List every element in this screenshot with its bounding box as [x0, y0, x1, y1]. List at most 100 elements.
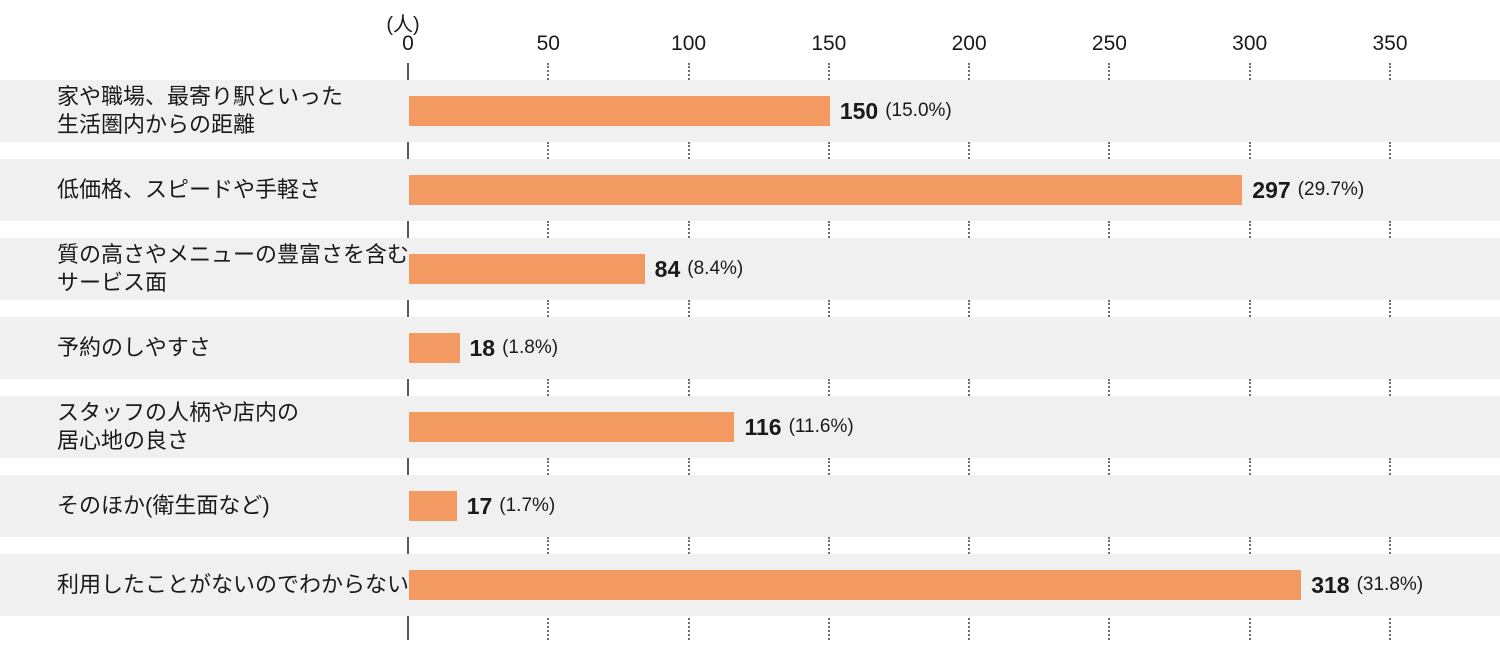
bar: [409, 175, 1243, 205]
grid-tick-segment: [687, 63, 690, 80]
category-label-line: 低価格、スピードや手軽さ: [57, 177, 322, 202]
grid-tick-segment: [968, 618, 971, 640]
grid-tick-segment: [687, 142, 690, 159]
grid-tick-segment: [1248, 537, 1251, 554]
grid-tick-segment: [1248, 300, 1251, 317]
grid-tick-segment: [1248, 221, 1251, 238]
value-label: 318 (31.8%): [1311, 554, 1423, 616]
row-band: [0, 317, 1500, 379]
grid-tick-segment: [1108, 63, 1111, 80]
grid-tick-segment: [1108, 458, 1111, 475]
grid-tick-segment: [827, 458, 830, 475]
x-axis-tick-label: 300: [1232, 32, 1268, 55]
grid-tick-segment: [827, 300, 830, 317]
grid-tick-segment: [1389, 537, 1391, 554]
value-percent: (31.8%): [1356, 574, 1424, 595]
category-label-line: 生活圏内からの距離: [57, 112, 256, 137]
grid-tick-segment: [547, 537, 550, 554]
value-percent: (11.6%): [788, 416, 854, 437]
category-label-line: 利用したことがないのでわからない: [57, 572, 410, 597]
grid-tick-segment: [827, 379, 830, 396]
grid-tick-segment: [1248, 458, 1251, 475]
row-band: [0, 396, 1500, 458]
grid-tick-segment: [1389, 379, 1391, 396]
grid-tick-segment: [687, 618, 690, 640]
grid-tick-segment: [968, 142, 971, 159]
value-percent: (8.4%): [687, 258, 744, 279]
x-axis-tick-label: 50: [536, 32, 560, 55]
grid-tick-segment: [687, 537, 690, 554]
x-axis-tick-label: 100: [671, 32, 707, 55]
bar: [409, 412, 735, 442]
grid-tick-segment: [1389, 63, 1391, 80]
bar: [409, 96, 830, 126]
value-number: 318: [1311, 571, 1350, 598]
grid-tick-segment: [1389, 300, 1391, 317]
category-label-line: そのほか(衛生面など): [57, 493, 270, 518]
value-number: 18: [469, 334, 496, 361]
category-label: 家や職場、最寄り駅といった 生活圏内からの距離: [57, 80, 343, 142]
value-label: 297 (29.7%): [1252, 159, 1364, 221]
grid-tick-segment: [968, 300, 971, 317]
grid-tick-segment: [547, 618, 550, 640]
grid-tick-segment: [1108, 142, 1111, 159]
row-band: [0, 238, 1500, 300]
x-axis-tick-label: 250: [1091, 32, 1127, 55]
x-axis-tick-label: 0: [402, 32, 414, 55]
value-label: 18 (1.8%): [470, 317, 559, 379]
grid-tick-segment: [827, 142, 830, 159]
grid-tick-segment: [1389, 142, 1391, 159]
grid-tick-segment: [1108, 537, 1111, 554]
grid-tick-segment: [1248, 618, 1251, 640]
x-axis-tick-label: 150: [811, 32, 847, 55]
grid-tick-segment: [1108, 221, 1111, 238]
value-label: 17 (1.7%): [467, 475, 556, 537]
value-label: 116 (11.6%): [744, 396, 853, 458]
bar: [409, 254, 645, 284]
value-label: 84 (8.4%): [655, 238, 744, 300]
grid-tick-segment: [1248, 63, 1251, 80]
grid-tick-segment: [687, 379, 690, 396]
value-percent: (1.8%): [502, 337, 559, 358]
category-label-line: 質の高さやメニューの豊富さを含む: [57, 242, 410, 267]
value-label: 150 (15.0%): [840, 80, 952, 142]
grid-tick-segment: [547, 221, 550, 238]
bar: [409, 491, 457, 521]
category-label-line: 家や職場、最寄り駅といった: [57, 84, 344, 109]
grid-tick-segment: [968, 458, 971, 475]
category-label-line: サービス面: [57, 270, 168, 295]
grid-tick-segment: [968, 63, 971, 80]
axis-unit-label: (人): [386, 14, 420, 36]
value-number: 84: [654, 255, 681, 282]
grid-tick-segment: [968, 379, 971, 396]
grid-tick-segment: [827, 618, 830, 640]
category-label: そのほか(衛生面など): [57, 475, 270, 537]
grid-tick-segment: [1108, 379, 1111, 396]
category-label: スタッフの人柄や店内の 居心地の良さ: [57, 396, 299, 458]
x-axis-tick-label: 200: [951, 32, 987, 55]
grid-tick-segment: [687, 300, 690, 317]
grid-tick-segment: [1248, 142, 1251, 159]
bar: [409, 333, 460, 363]
grid-tick-segment: [1389, 221, 1391, 238]
value-percent: (15.0%): [885, 100, 952, 121]
category-label: 予約のしやすさ: [57, 317, 211, 379]
grid-tick-segment: [1248, 379, 1251, 396]
category-label-line: 居心地の良さ: [57, 428, 190, 453]
row-band: [0, 475, 1500, 537]
x-axis-tick-label: 350: [1372, 32, 1408, 55]
grid-tick-segment: [687, 458, 690, 475]
category-label: 低価格、スピードや手軽さ: [57, 159, 321, 221]
bar: [409, 570, 1302, 600]
grid-tick-segment: [547, 300, 550, 317]
grid-tick-segment: [547, 458, 550, 475]
value-number: 17: [466, 492, 493, 519]
grid-tick-segment: [547, 142, 550, 159]
grid-tick-segment: [827, 63, 830, 80]
grid-tick-segment: [1389, 618, 1391, 640]
grid-tick-segment: [547, 379, 550, 396]
grid-tick-segment: [827, 221, 830, 238]
grid-tick-segment: [547, 63, 550, 80]
value-percent: (29.7%): [1297, 179, 1365, 200]
